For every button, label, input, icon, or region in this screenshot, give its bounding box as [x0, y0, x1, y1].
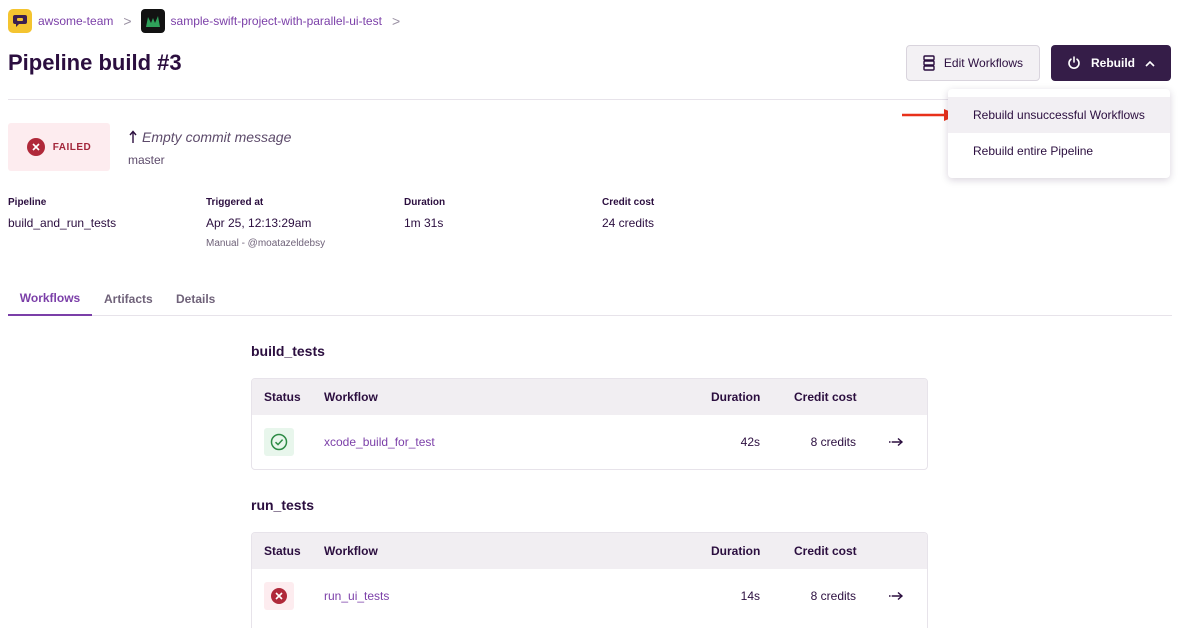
page-title: Pipeline build #3 [8, 50, 182, 75]
branch-name: master [128, 153, 165, 167]
table-header: Status Workflow Duration Credit cost [252, 379, 927, 415]
row-credit: 8 credits [810, 435, 856, 449]
row-status [264, 415, 294, 469]
meta-trigger-source: Manual - @moatazeldebsy [206, 238, 326, 249]
table-row[interactable]: run_ui_tests 14s 8 credits [252, 569, 927, 623]
check-circle-icon [264, 428, 294, 456]
meta-value: build_and_run_tests [8, 216, 117, 230]
rebuild-dropdown-menu: Rebuild unsuccessful Workflows Rebuild e… [948, 89, 1170, 178]
meta-value: Apr 25, 12:13:29am [206, 216, 312, 230]
column-header-status: Status [264, 390, 301, 404]
commit-arrow-up-icon [129, 130, 137, 143]
tab-bar: Workflows Artifacts Details [8, 281, 1172, 316]
chevron-up-icon [1145, 60, 1155, 67]
workflow-editor-icon [923, 55, 935, 71]
chevron-right-icon: > [391, 13, 401, 29]
meta-label: Credit cost [602, 197, 655, 208]
workflow-link[interactable]: xcode_build_for_test [324, 435, 435, 449]
rebuild-entire-menu-item[interactable]: Rebuild entire Pipeline [973, 144, 1094, 158]
meta-duration: Duration 1m 31s [404, 197, 445, 230]
meta-credit-cost: Credit cost 24 credits [602, 197, 654, 230]
meta-value: 1m 31s [404, 216, 444, 230]
status-badge: FAILED [8, 123, 110, 171]
table-row[interactable]: xcode_build_for_test 42s 8 credits [252, 415, 927, 469]
project-logo-icon[interactable] [140, 9, 165, 33]
row-duration: 14s [740, 589, 760, 603]
meta-label: Pipeline [8, 197, 47, 208]
column-header-duration: Duration [711, 544, 761, 558]
row-workflow: xcode_build_for_test [324, 415, 435, 469]
x-circle-icon [26, 138, 45, 156]
meta-label: Duration [404, 197, 446, 208]
meta-triggered: Triggered at Apr 25, 12:13:29am Manual -… [206, 197, 325, 249]
column-header-status: Status [264, 544, 301, 558]
arrow-right-icon[interactable] [888, 415, 904, 469]
power-icon [1068, 56, 1080, 69]
meta-label: Triggered at [206, 197, 264, 208]
workflow-table: Status Workflow Duration Credit cost run… [251, 532, 928, 628]
column-header-credit: Credit cost [794, 544, 857, 558]
tab-artifacts[interactable]: Artifacts [104, 291, 153, 306]
breadcrumb-team-link[interactable]: awsome-team [38, 14, 114, 28]
arrow-right-icon[interactable] [888, 569, 904, 623]
row-duration: 42s [740, 435, 760, 449]
header-divider [8, 99, 948, 100]
x-circle-icon [264, 582, 294, 610]
tab-details[interactable]: Details [176, 291, 216, 306]
workflow-link[interactable]: run_ui_tests [324, 589, 390, 603]
meta-pipeline: Pipeline build_and_run_tests [8, 197, 116, 230]
tab-workflows[interactable]: Workflows [8, 281, 92, 316]
breadcrumb-project-link[interactable]: sample-swift-project-with-parallel-ui-te… [170, 14, 382, 28]
row-status [264, 569, 294, 623]
meta-value: 24 credits [602, 216, 655, 230]
column-header-workflow: Workflow [324, 544, 378, 558]
column-header-workflow: Workflow [324, 390, 378, 404]
commit-message-text: Empty commit message [142, 129, 292, 145]
column-header-credit: Credit cost [794, 390, 857, 404]
rebuild-unsuccessful-menu-item[interactable]: Rebuild unsuccessful Workflows [948, 97, 1170, 133]
rebuild-label: Rebuild [1091, 56, 1135, 70]
edit-workflows-label: Edit Workflows [943, 56, 1024, 70]
chevron-right-icon: > [123, 13, 132, 29]
team-logo-icon[interactable] [8, 9, 32, 33]
rebuild-button[interactable]: Rebuild [1051, 45, 1171, 81]
workflow-table: Status Workflow Duration Credit cost xco… [251, 378, 928, 470]
stage-title: build_tests [251, 343, 325, 359]
column-header-duration: Duration [711, 390, 761, 404]
commit-message: Empty commit message [128, 129, 291, 145]
table-header: Status Workflow Duration Credit cost [252, 533, 927, 569]
status-label: FAILED [52, 141, 92, 153]
stage-title: run_tests [251, 497, 315, 513]
edit-workflows-button[interactable]: Edit Workflows [906, 45, 1040, 81]
row-workflow: run_ui_tests [324, 569, 389, 623]
row-credit: 8 credits [810, 589, 856, 603]
breadcrumb: awsome-team > sample-swift-project-with-… [8, 8, 409, 34]
